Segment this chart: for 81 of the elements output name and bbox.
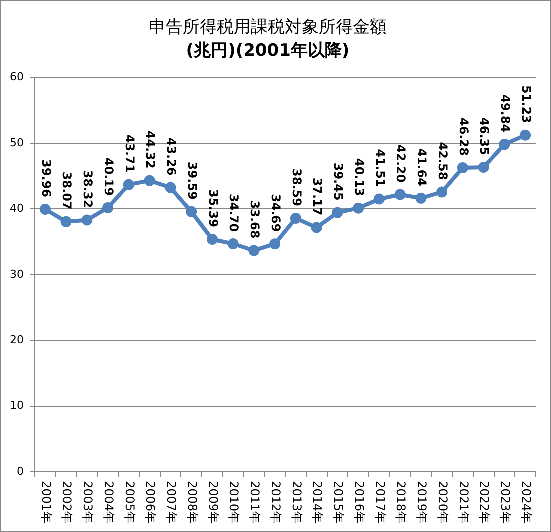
y-tick-label: 40 bbox=[10, 202, 24, 216]
data-label: 40.19 bbox=[102, 158, 116, 196]
data-label: 43.26 bbox=[164, 138, 179, 176]
point bbox=[520, 130, 532, 141]
point bbox=[144, 175, 156, 186]
chart-title: 申告所得税用課税対象所得金額 bbox=[149, 18, 387, 38]
point bbox=[165, 182, 176, 194]
data-label: 34.70 bbox=[227, 194, 242, 232]
data-label: 41.64 bbox=[415, 148, 430, 186]
x-tick-label: 2011年 bbox=[248, 481, 262, 524]
point bbox=[206, 234, 218, 245]
data-label: 49.84 bbox=[498, 94, 513, 133]
point bbox=[60, 216, 72, 228]
x-tick-label: 2019年 bbox=[415, 481, 430, 524]
data-label: 40.13 bbox=[352, 158, 366, 196]
point bbox=[436, 186, 448, 198]
data-label: 46.28 bbox=[456, 118, 471, 156]
data-label: 38.59 bbox=[290, 168, 304, 206]
point bbox=[394, 189, 406, 200]
point bbox=[311, 222, 322, 234]
x-tick-label: 2008年 bbox=[185, 481, 200, 524]
data-label: 41.51 bbox=[373, 149, 388, 188]
x-tick-label: 2005年 bbox=[122, 481, 137, 524]
x-tick-label: 2012年 bbox=[268, 481, 283, 524]
x-tick-label: 2013年 bbox=[290, 481, 304, 524]
data-label: 42.20 bbox=[394, 144, 408, 183]
point bbox=[248, 245, 260, 256]
point bbox=[478, 162, 490, 173]
point bbox=[332, 207, 344, 218]
x-tick-label: 2023年 bbox=[498, 481, 513, 524]
y-tick-label: 60 bbox=[10, 70, 24, 84]
point bbox=[457, 162, 468, 174]
x-tick-label: 2016年 bbox=[352, 481, 366, 524]
x-tick-label: 2007年 bbox=[164, 481, 179, 524]
x-tick-label: 2022年 bbox=[478, 481, 492, 524]
data-label: 44.32 bbox=[144, 130, 158, 169]
point bbox=[374, 194, 385, 205]
x-tick-label: 2009年 bbox=[206, 481, 220, 524]
x-tick-label: 2021年 bbox=[456, 481, 471, 524]
x-tick-label: 2018年 bbox=[394, 481, 408, 524]
y-tick-label: 0 bbox=[17, 464, 24, 478]
x-tick-label: 2002年 bbox=[60, 481, 74, 524]
data-label: 42.58 bbox=[436, 142, 450, 180]
data-label: 43.71 bbox=[122, 134, 137, 173]
data-label: 35.39 bbox=[206, 190, 220, 228]
point bbox=[290, 212, 302, 224]
x-tick-label: 2024年 bbox=[519, 481, 534, 524]
x-tick-label: 2004年 bbox=[102, 481, 116, 524]
y-tick-label: 10 bbox=[10, 399, 24, 412]
data-label: 39.45 bbox=[332, 162, 346, 201]
point bbox=[416, 192, 427, 204]
x-tick-label: 2003年 bbox=[81, 481, 96, 524]
data-label: 38.32 bbox=[81, 170, 96, 208]
data-label: 33.68 bbox=[248, 200, 262, 239]
point bbox=[40, 204, 51, 215]
x-tick-label: 2010年 bbox=[227, 481, 242, 524]
data-label: 37.17 bbox=[310, 178, 325, 216]
x-tick-label: 2014年 bbox=[310, 481, 325, 524]
y-tick-label: 20 bbox=[10, 333, 24, 346]
data-label: 39.59 bbox=[185, 162, 200, 200]
point bbox=[270, 238, 281, 250]
y-tick-label: 50 bbox=[10, 136, 24, 150]
x-tick-label: 2006年 bbox=[144, 481, 158, 524]
data-label: 38.07 bbox=[60, 172, 74, 210]
data-label: 34.69 bbox=[268, 194, 283, 232]
point bbox=[102, 202, 114, 214]
x-tick-label: 2001年 bbox=[39, 481, 54, 524]
data-label: 39.96 bbox=[39, 159, 54, 198]
x-tick-label: 2015年 bbox=[332, 481, 346, 524]
x-tick-label: 2017年 bbox=[373, 481, 388, 524]
point bbox=[228, 238, 239, 250]
point bbox=[123, 179, 134, 190]
point bbox=[82, 214, 93, 226]
chart-subtitle: (兆円)(2001年以降) bbox=[186, 41, 350, 62]
y-tick-label: 30 bbox=[10, 268, 24, 281]
point bbox=[353, 202, 364, 214]
x-tick-label: 2020年 bbox=[436, 481, 450, 524]
data-label: 51.23 bbox=[519, 85, 534, 124]
point bbox=[186, 206, 198, 218]
point bbox=[499, 139, 510, 150]
data-label: 46.35 bbox=[478, 118, 492, 156]
